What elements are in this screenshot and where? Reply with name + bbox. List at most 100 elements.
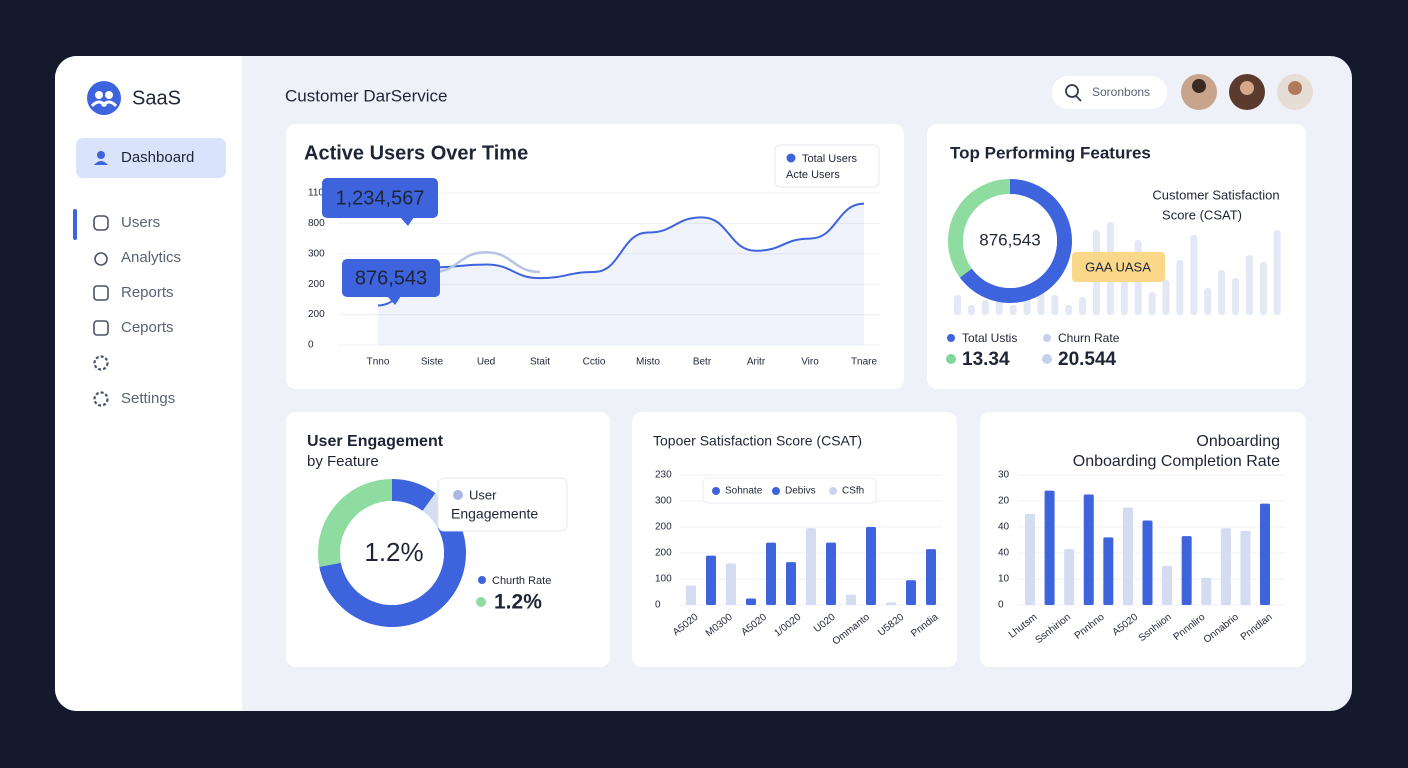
bar	[1142, 520, 1153, 605]
x-tick-label: Viro	[801, 357, 819, 368]
bar	[706, 555, 716, 605]
legend	[702, 477, 877, 504]
bar	[866, 527, 876, 605]
y-tick-label: 100	[655, 574, 672, 585]
nav-item[interactable]: Analytics	[121, 249, 181, 266]
y-tick-label: 0	[998, 600, 1004, 611]
stat-swatch	[476, 597, 486, 607]
y-tick-label: 300	[308, 248, 325, 259]
legend-swatch	[1043, 334, 1051, 342]
bar	[926, 549, 936, 605]
nav-icon	[93, 320, 109, 336]
donut-hole	[963, 194, 1057, 288]
nav-item[interactable]: Reports	[121, 284, 174, 301]
background-bar	[1148, 292, 1156, 315]
bar	[1201, 577, 1212, 605]
bar	[746, 598, 756, 605]
chart-title: Active Users Over Time	[304, 142, 528, 164]
legend-label: Acte Users	[786, 169, 840, 181]
stat-swatch	[946, 354, 956, 364]
background-bar	[1218, 270, 1226, 315]
badge	[1072, 252, 1165, 282]
legend-swatch	[947, 334, 955, 342]
background-bar	[1190, 235, 1198, 315]
nav-icon	[93, 215, 109, 231]
callout	[322, 178, 438, 218]
legend-swatch	[829, 487, 837, 495]
background-bar	[1065, 305, 1073, 315]
nav-icon	[93, 391, 109, 407]
nav-item[interactable]: Settings	[121, 390, 175, 407]
x-tick-label: Siste	[421, 357, 444, 368]
background-bar	[1120, 280, 1128, 315]
background-bar	[1176, 260, 1184, 315]
tooltip-label: Engagemente	[451, 506, 538, 522]
nav-item[interactable]: Dashboard	[121, 149, 194, 166]
donut-center-label: 1.2%	[364, 537, 423, 567]
x-tick-label: Betr	[693, 357, 712, 368]
y-tick-label: 200	[308, 279, 325, 290]
chart-title: User Engagement	[307, 433, 444, 450]
stat-value: 20.544	[1058, 349, 1117, 370]
background-bar	[1232, 278, 1239, 315]
y-tick-label: 230	[655, 470, 672, 481]
nav-active[interactable]	[76, 138, 226, 178]
x-tick-label: Aritr	[747, 357, 766, 368]
bar	[1083, 494, 1094, 605]
y-tick-label: 200	[308, 309, 325, 320]
y-tick-label: 200	[655, 522, 672, 533]
bar	[1260, 503, 1270, 605]
nav-item[interactable]: Ceports	[121, 319, 174, 336]
callout-label: 876,543	[355, 267, 427, 289]
background-bar	[1273, 230, 1281, 315]
x-tick-label: Stait	[530, 357, 550, 368]
badge-label: GAA UASA	[1085, 259, 1151, 274]
bar	[766, 542, 776, 605]
card	[286, 124, 904, 389]
bar	[1181, 536, 1192, 605]
nav-icon[interactable]	[93, 355, 109, 371]
series-line	[431, 251, 541, 274]
background-bar	[1079, 297, 1087, 315]
background-bar	[1245, 255, 1253, 315]
legend-swatch	[786, 153, 796, 163]
background-bar	[981, 300, 989, 315]
nav-item[interactable]: Users	[121, 214, 160, 231]
legend-swatch	[712, 487, 720, 495]
x-tick-label: Cctio	[583, 357, 606, 368]
legend-label: Total Ustis	[962, 331, 1017, 345]
sidebar	[55, 56, 242, 711]
background-bar	[954, 295, 961, 315]
bar	[1103, 537, 1114, 605]
background-bar	[1051, 295, 1059, 315]
legend-label: Churn Rate	[1058, 331, 1120, 345]
background-bar	[967, 305, 975, 315]
legend-label: CSfh	[842, 486, 864, 497]
bar	[906, 580, 916, 605]
bar	[1044, 490, 1055, 605]
nav-icon	[97, 151, 105, 159]
chart-title: Top Performing Features	[950, 143, 1151, 162]
y-tick-label: 40	[998, 522, 1010, 533]
chart-subtitle: by Feature	[307, 453, 379, 470]
note: Customer Satisfaction	[1152, 187, 1279, 202]
search-placeholder[interactable]: Soronbons	[1092, 85, 1150, 99]
stat-value: 1.2%	[494, 591, 542, 614]
brand-name: SaaS	[132, 87, 181, 109]
nav-indicator	[73, 209, 77, 240]
search-icon	[1075, 95, 1082, 102]
nav-icon	[94, 161, 108, 165]
bar	[1162, 566, 1173, 605]
nav-icon	[94, 252, 108, 266]
x-tick-label: Ued	[477, 357, 495, 368]
y-tick-label: 110	[308, 188, 324, 199]
bar	[1240, 530, 1251, 605]
callout-label: 1,234,567	[336, 187, 425, 209]
bar	[826, 542, 836, 605]
background-bar	[1259, 262, 1267, 315]
donut-hole	[340, 501, 444, 605]
callout-pointer	[400, 217, 414, 226]
legend-label: Debivs	[785, 486, 816, 497]
background-bar	[1162, 280, 1170, 315]
